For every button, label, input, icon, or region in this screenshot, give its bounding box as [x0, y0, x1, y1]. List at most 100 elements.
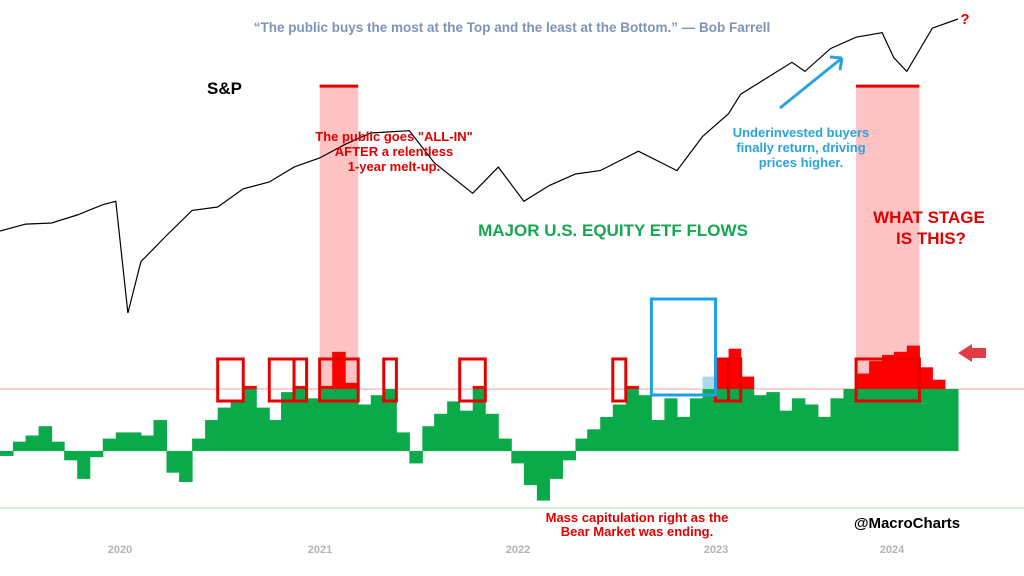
- stage-question-line-1: WHAT STAGE: [873, 208, 985, 227]
- flow-bar-extreme: [332, 351, 346, 389]
- flow-bar: [728, 389, 742, 451]
- flow-bar: [715, 389, 730, 451]
- flow-bar: [472, 389, 486, 451]
- flow-bar: [140, 435, 155, 451]
- all-in-note-line-2: AFTER a relentless: [335, 144, 454, 159]
- sp-price-line: [0, 18, 959, 314]
- flow-bar: [676, 416, 691, 451]
- stage-question-line-2: IS THIS?: [896, 229, 966, 248]
- flow-bar: [740, 389, 755, 451]
- flow-bar: [702, 389, 717, 451]
- flow-bar: [664, 398, 678, 451]
- flow-bar: [306, 398, 321, 451]
- flow-bar: [447, 401, 461, 451]
- flow-bar: [817, 416, 831, 451]
- flow-bar: [638, 395, 652, 451]
- flow-bar: [869, 389, 883, 451]
- x-axis: 2020 2021 2022 2023 2024: [108, 544, 905, 556]
- underinvested-note-line-2: finally return, driving: [736, 140, 865, 155]
- flow-bar: [651, 420, 665, 451]
- red-box: [727, 357, 743, 403]
- red-box: [458, 357, 487, 403]
- flow-bar-above-threshold: [472, 385, 486, 389]
- underinvested-note-line-1: Underinvested buyers: [733, 125, 870, 140]
- flow-bar: [127, 432, 142, 451]
- flow-bar-negative: [409, 451, 423, 464]
- all-in-note-line-1: The public goes "ALL-IN": [315, 129, 473, 144]
- red-box: [611, 357, 628, 403]
- flow-bar: [256, 407, 270, 451]
- flow-bar-negative: [0, 451, 14, 456]
- capitulation-note-line-1: Mass capitulation right as the: [546, 510, 729, 525]
- flow-bar: [192, 438, 206, 451]
- flow-bar: [856, 389, 870, 451]
- flow-bar: [830, 398, 844, 451]
- capitulation-note-line-2: Bear Market was ending.: [561, 524, 713, 539]
- flow-bar: [51, 441, 65, 451]
- flow-bar: [779, 410, 793, 451]
- flow-bar-above-threshold: [919, 367, 933, 389]
- up-arrow-icon: [779, 55, 844, 110]
- flow-bar-above-threshold: [294, 385, 308, 389]
- flow-bar-above-threshold: [932, 379, 946, 389]
- flow-bar-above-threshold: [740, 376, 755, 389]
- flow-bar: [587, 429, 601, 451]
- chart-title: MAJOR U.S. EQUITY ETF FLOWS: [478, 221, 748, 240]
- flow-bar-negative: [77, 451, 91, 479]
- flow-bar: [358, 404, 372, 451]
- flow-bar: [753, 395, 767, 451]
- macrocharts-watermark: @MacroCharts: [854, 515, 960, 532]
- flow-bar-extreme: [882, 354, 895, 389]
- flow-bar-extreme: [869, 361, 883, 389]
- flow-bar: [804, 404, 819, 451]
- flow-bar: [882, 389, 895, 451]
- x-tick-label: 2021: [308, 544, 332, 556]
- flow-bar: [153, 420, 168, 451]
- x-tick-label: 2023: [704, 544, 728, 556]
- flow-bar: [575, 438, 588, 451]
- flow-bar: [791, 398, 806, 451]
- flow-bar: [612, 404, 627, 451]
- flow-bar: [13, 441, 27, 451]
- x-tick-label: 2022: [506, 544, 530, 556]
- flow-bar: [243, 389, 257, 451]
- flow-bar: [25, 435, 40, 451]
- flow-bar-extreme: [319, 385, 333, 389]
- all-in-note-line-3: 1-year melt-up.: [348, 159, 440, 174]
- flow-bar: [269, 420, 282, 451]
- flow-bar: [345, 389, 359, 451]
- left-arrow-icon: [958, 344, 986, 362]
- flow-bar: [906, 389, 920, 451]
- flow-bar-negative: [511, 451, 525, 464]
- flow-bar-above-threshold: [715, 358, 730, 389]
- red-box: [292, 357, 309, 403]
- flow-bar-above-threshold: [625, 385, 639, 389]
- flow-bar: [319, 389, 333, 451]
- flow-bar-above-threshold: [702, 376, 717, 389]
- flow-bar: [294, 389, 308, 451]
- flow-bar-extreme: [906, 345, 920, 389]
- flow-bar: [332, 389, 346, 451]
- flow-bar: [625, 389, 639, 451]
- highlight-band: [856, 85, 920, 390]
- flow-bar-extreme: [893, 351, 908, 389]
- question-mark: ?: [960, 11, 969, 28]
- sp-label: S&P: [207, 79, 242, 98]
- flow-bar-negative: [89, 451, 104, 458]
- highlight-band: [319, 85, 359, 390]
- flow-bar: [600, 416, 614, 451]
- flow-bar: [38, 426, 53, 451]
- flow-bar: [485, 413, 499, 451]
- flow-bar: [383, 389, 397, 451]
- flow-bar-negative: [64, 451, 78, 461]
- flow-bar: [230, 401, 244, 451]
- flow-bar-extreme: [856, 373, 870, 389]
- flow-bar: [459, 410, 474, 451]
- flow-bar-negative: [166, 451, 180, 473]
- flow-bar: [893, 389, 908, 451]
- red-box: [318, 357, 360, 403]
- flow-bar-negative: [523, 451, 538, 486]
- blue-box: [649, 297, 718, 397]
- flow-bar: [932, 389, 946, 451]
- flow-bar: [919, 389, 933, 451]
